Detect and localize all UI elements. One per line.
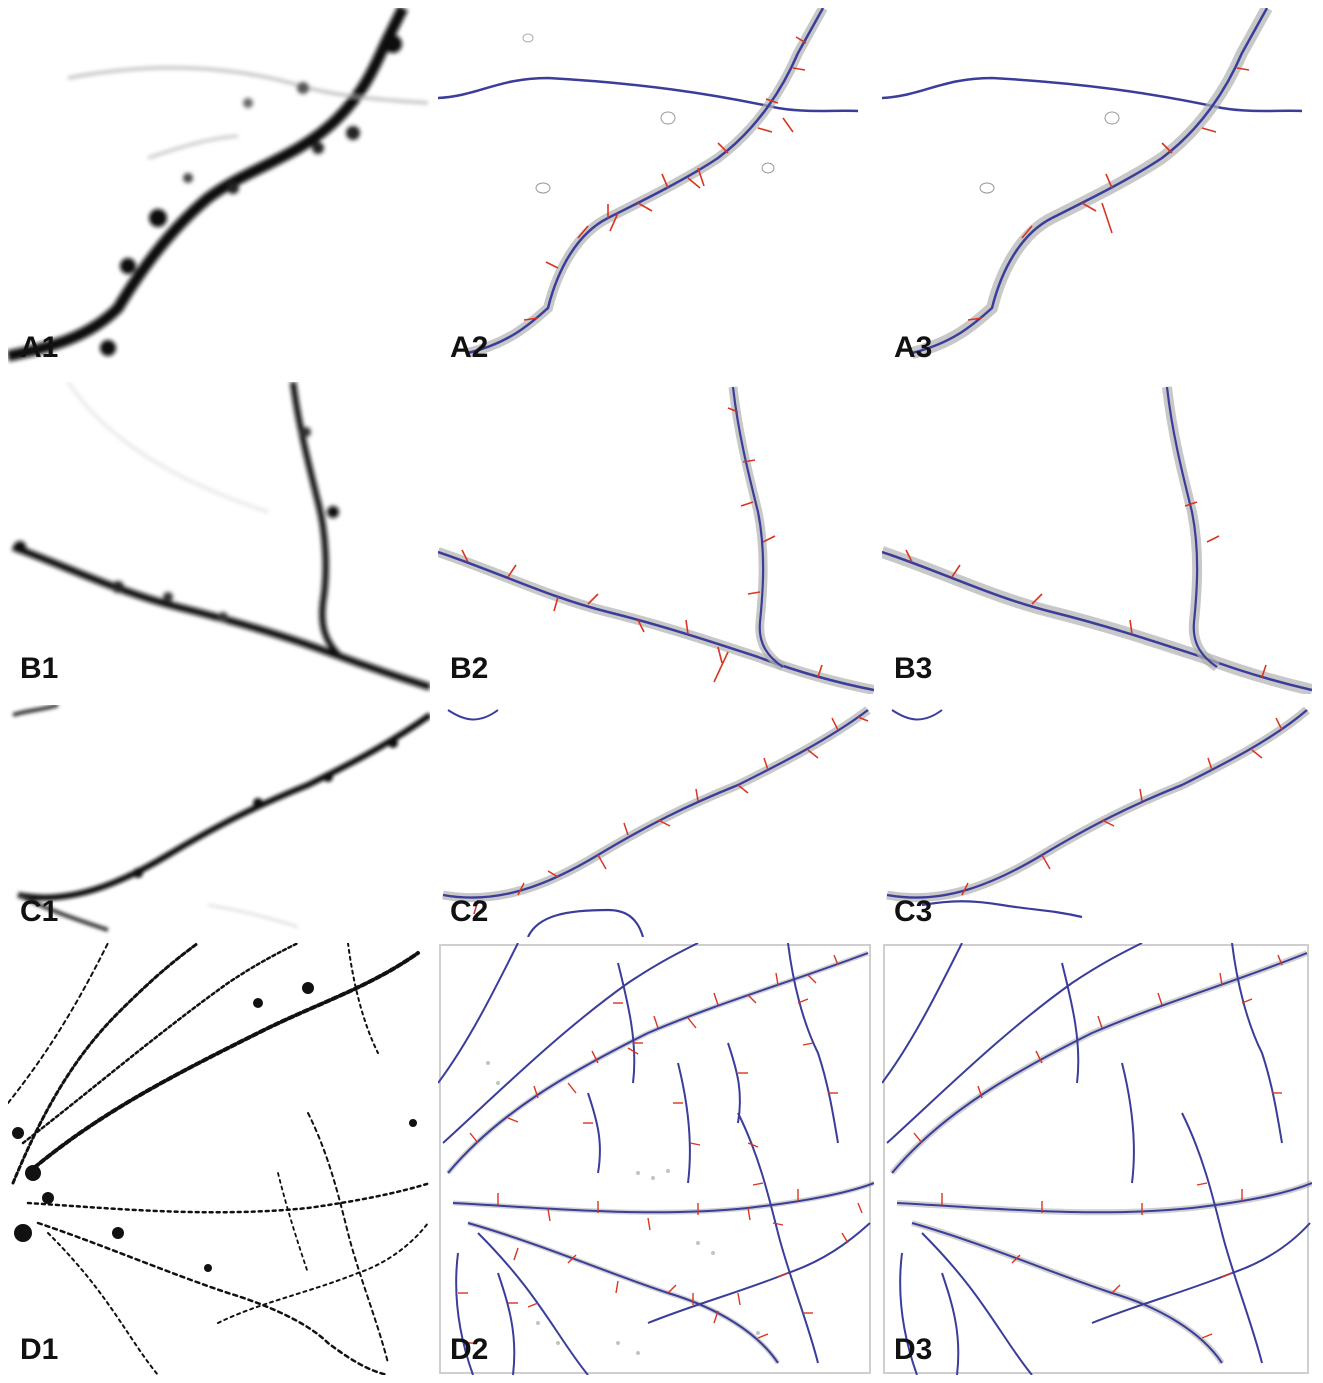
panel-label-d3: D3 [894,1333,933,1366]
panel-label-b2: B2 [450,652,489,685]
panel-label-a2: A2 [450,331,489,364]
panel-label-a3: A3 [894,331,933,364]
reconstruction-image-a2 [438,8,859,358]
micrograph-image-a1 [8,8,429,362]
panel-c3-reconstruction: C3 [882,705,1312,937]
panel-c2-reconstruction: C2 [438,705,874,937]
panel-c1-micrograph: C1 [8,705,430,937]
panel-label-d2: D2 [450,1333,489,1366]
panel-d3-reconstruction: D3 [882,943,1312,1375]
micrograph-image-b1 [11,382,430,691]
reconstruction-image-b3 [882,386,1312,694]
panel-label-b1: B1 [20,652,59,685]
panel-label-b3: B3 [894,652,933,685]
reconstruction-image-b2 [438,386,874,694]
reconstruction-image-d2 [438,943,874,1375]
reconstruction-image-c3 [886,706,1310,919]
panel-label-d1: D1 [20,1333,59,1366]
reconstruction-image-c2 [442,706,871,937]
panel-b1-micrograph: B1 [8,382,430,694]
panel-a2-reconstruction: A2 [438,8,874,373]
micrograph-image-c1 [12,705,430,932]
panel-label-c2: C2 [450,895,489,928]
reconstruction-image-a3 [882,8,1303,359]
panel-label-c1: C1 [20,895,59,928]
micrograph-image-d1 [8,943,430,1375]
reconstruction-image-d3 [882,943,1312,1375]
panel-d2-reconstruction: D2 [438,943,874,1375]
panel-label-a1: A1 [20,331,59,364]
panel-a1-micrograph: A1 [8,8,430,373]
panel-label-c3: C3 [894,895,933,928]
panel-b3-reconstruction: B3 [882,382,1312,694]
panel-b2-reconstruction: B2 [438,382,874,694]
panel-d1-micrograph: D1 [8,943,430,1375]
panel-a3-reconstruction: A3 [882,8,1312,373]
